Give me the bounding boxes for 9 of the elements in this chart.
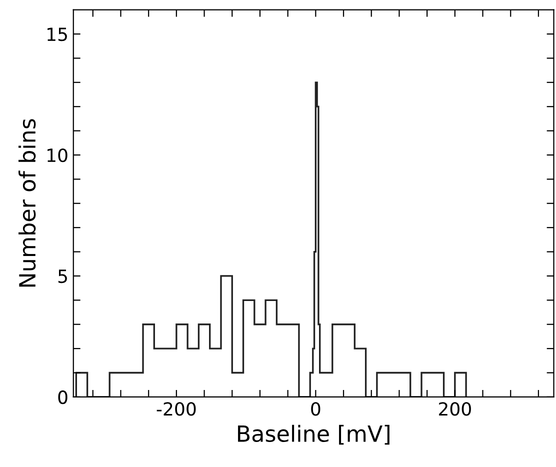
y-tick-label: 0	[58, 390, 68, 404]
x-tick-label: -200	[156, 402, 196, 416]
y-axis-title: Number of bins	[18, 119, 36, 287]
x-tick-label: 200	[439, 402, 471, 416]
x-tick-label: 0	[311, 402, 320, 416]
y-tick-label: 10	[48, 148, 68, 162]
y-tick-label: 15	[48, 28, 67, 42]
y-tick-label: 5	[58, 270, 67, 284]
x-axis-title: Baseline [mV]	[238, 424, 390, 445]
